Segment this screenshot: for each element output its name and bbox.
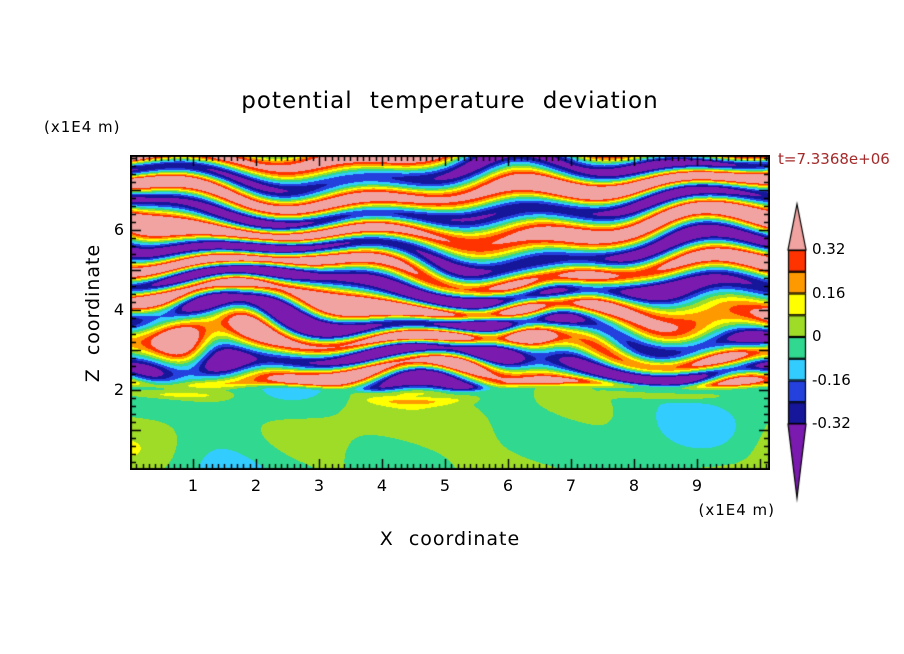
x-tick-label: 4 <box>376 476 388 495</box>
x-tick-label: 1 <box>187 476 199 495</box>
x-tick-label: 8 <box>628 476 640 495</box>
x-tick-label: 2 <box>250 476 262 495</box>
z-tick-label: 4 <box>113 300 124 319</box>
heatmap-plot <box>130 155 770 470</box>
colorbar-tick-label: -0.16 <box>812 370 851 389</box>
time-annotation: t=7.3368e+06 <box>778 150 890 168</box>
x-tick-label: 7 <box>565 476 577 495</box>
x-axis-unit-label: (x1E4 m) <box>698 501 775 519</box>
colorbar-tick-label: -0.32 <box>812 414 851 432</box>
colorbar-tick-label: 0.32 <box>812 240 846 258</box>
colorbar-tick-label: 0.16 <box>812 283 846 302</box>
chart-title: potential temperature deviation <box>241 88 659 114</box>
x-tick-label: 3 <box>313 476 325 495</box>
colorbar-tick-label: 0 <box>812 327 822 345</box>
z-axis-unit-label: (x1E4 m) <box>44 118 121 136</box>
x-tick-label: 5 <box>439 476 451 495</box>
x-axis-title: X coordinate <box>379 528 521 550</box>
z-tick-label: 6 <box>113 220 124 239</box>
x-tick-label: 6 <box>502 476 514 495</box>
colorbar <box>786 198 826 510</box>
x-tick-label: 9 <box>691 476 703 495</box>
z-tick-label: 2 <box>113 380 124 399</box>
